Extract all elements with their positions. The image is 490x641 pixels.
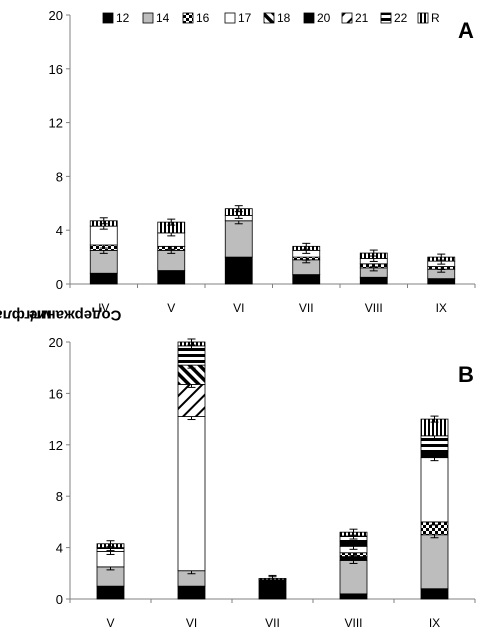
x-tick-label: VIII: [365, 301, 383, 315]
y-tick-label: 16: [49, 62, 63, 77]
y-tick-label: 0: [56, 277, 63, 292]
legend-label-14: 14: [156, 11, 170, 25]
panel-b: 0 4 8 12 16 20 V VI VII VIII IX B: [49, 335, 476, 630]
x-tick-label: VIII: [344, 616, 362, 630]
x-tick-label: IX: [436, 301, 447, 315]
bar-segment-17: [420, 457, 449, 523]
legend-swatch-12: [102, 12, 114, 24]
y-tick-label: 4: [56, 223, 63, 238]
bar-segment-14: [224, 220, 253, 258]
y-tick-label: 16: [49, 386, 63, 401]
y-tick-label: 4: [56, 541, 63, 556]
legend-swatch-22: [380, 12, 392, 24]
legend-swatch-R: [417, 12, 429, 24]
panel-a: 0 4 8 12 16 20 IV V VI VII VIII IX A: [49, 8, 476, 315]
y-tick-label: 8: [56, 169, 63, 184]
legend-label-16: 16: [196, 11, 210, 25]
bar-segment-17: [177, 416, 206, 572]
legend-label-17: 17: [238, 11, 252, 25]
panel-label: A: [458, 18, 474, 43]
x-tick-label: V: [106, 616, 114, 630]
x-tick-label: VII: [265, 616, 280, 630]
x-tick-label: VII: [299, 301, 314, 315]
x-tick-label: V: [167, 301, 175, 315]
legend-swatch-16: [182, 12, 194, 24]
x-tick-label: VI: [233, 301, 244, 315]
legend-swatch-17: [224, 12, 236, 24]
legend-swatch-20: [303, 12, 315, 24]
x-tick-label: IV: [98, 301, 109, 315]
bar-segment-14: [339, 560, 368, 595]
legend-label-22: 22: [394, 11, 408, 25]
legend-swatch-14: [142, 12, 154, 24]
y-tick-label: 8: [56, 489, 63, 504]
legend-label-R: R: [431, 11, 440, 25]
legend-label-20: 20: [317, 11, 331, 25]
legend-swatch-18: [263, 12, 275, 24]
panel-label: B: [458, 362, 474, 387]
bar-segment-20: [224, 256, 253, 285]
legend-label-21: 21: [355, 11, 369, 25]
legend-label-12: 12: [116, 11, 130, 25]
x-tick-label: VI: [186, 616, 197, 630]
y-tick-label: 20: [49, 8, 63, 23]
y-tick-label: 12: [49, 438, 63, 453]
x-tick-label: IX: [429, 616, 440, 630]
legend-label-18: 18: [277, 11, 291, 25]
legend-swatch-21: [341, 12, 353, 24]
y-tick-label: 0: [56, 592, 63, 607]
legend: 12 14 16 17 18 20 21 22 R: [102, 11, 440, 25]
y-tick-label: 12: [49, 116, 63, 131]
y-tick-label: 20: [49, 335, 63, 350]
bar-segment-21: [177, 384, 206, 417]
bar-segment-14: [420, 534, 449, 590]
